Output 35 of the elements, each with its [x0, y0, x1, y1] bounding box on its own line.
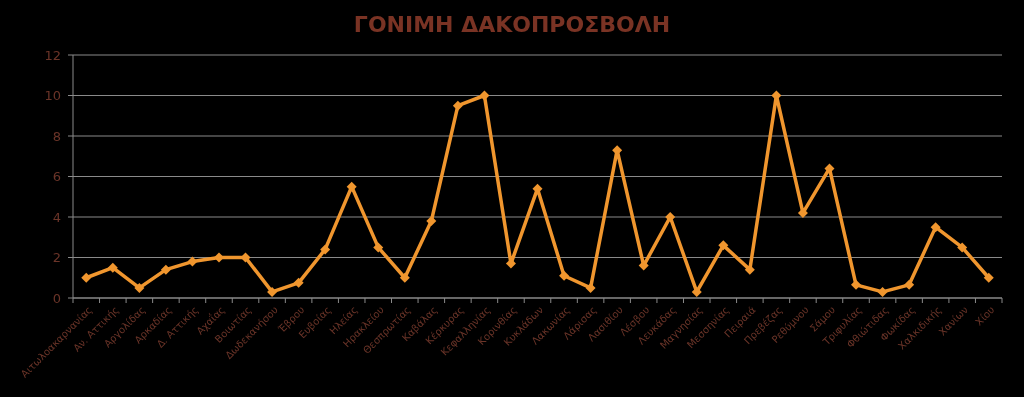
point	[426, 216, 437, 227]
point	[957, 242, 968, 253]
point	[559, 270, 570, 281]
point	[373, 242, 384, 253]
point	[213, 252, 224, 263]
point	[691, 286, 702, 297]
y-tick-label: 12	[44, 47, 61, 63]
y-tick-label: 2	[52, 250, 61, 266]
point	[187, 256, 198, 267]
point	[320, 244, 331, 255]
point	[479, 90, 490, 101]
point	[983, 272, 994, 283]
point	[585, 282, 596, 293]
y-tick-label: 10	[44, 88, 61, 104]
point	[930, 222, 941, 233]
y-tick-label: 0	[52, 290, 61, 306]
point	[399, 272, 410, 283]
point	[107, 262, 118, 273]
y-tick-label: 8	[52, 128, 61, 144]
y-tick-label: 6	[52, 169, 61, 185]
chart-title: ΓΟΝΙΜΗ ΔΑΚΟΠΡΟΣΒΟΛΗ	[353, 12, 671, 37]
point	[134, 282, 145, 293]
point	[851, 279, 862, 290]
point	[744, 264, 755, 275]
point	[718, 240, 729, 251]
point	[665, 212, 676, 222]
point	[267, 286, 278, 297]
point	[160, 264, 171, 275]
point	[346, 181, 357, 192]
point	[81, 272, 92, 283]
point	[904, 279, 915, 290]
point	[877, 286, 888, 297]
point	[452, 100, 463, 111]
point	[293, 277, 304, 288]
y-tick-label: 4	[52, 209, 61, 225]
